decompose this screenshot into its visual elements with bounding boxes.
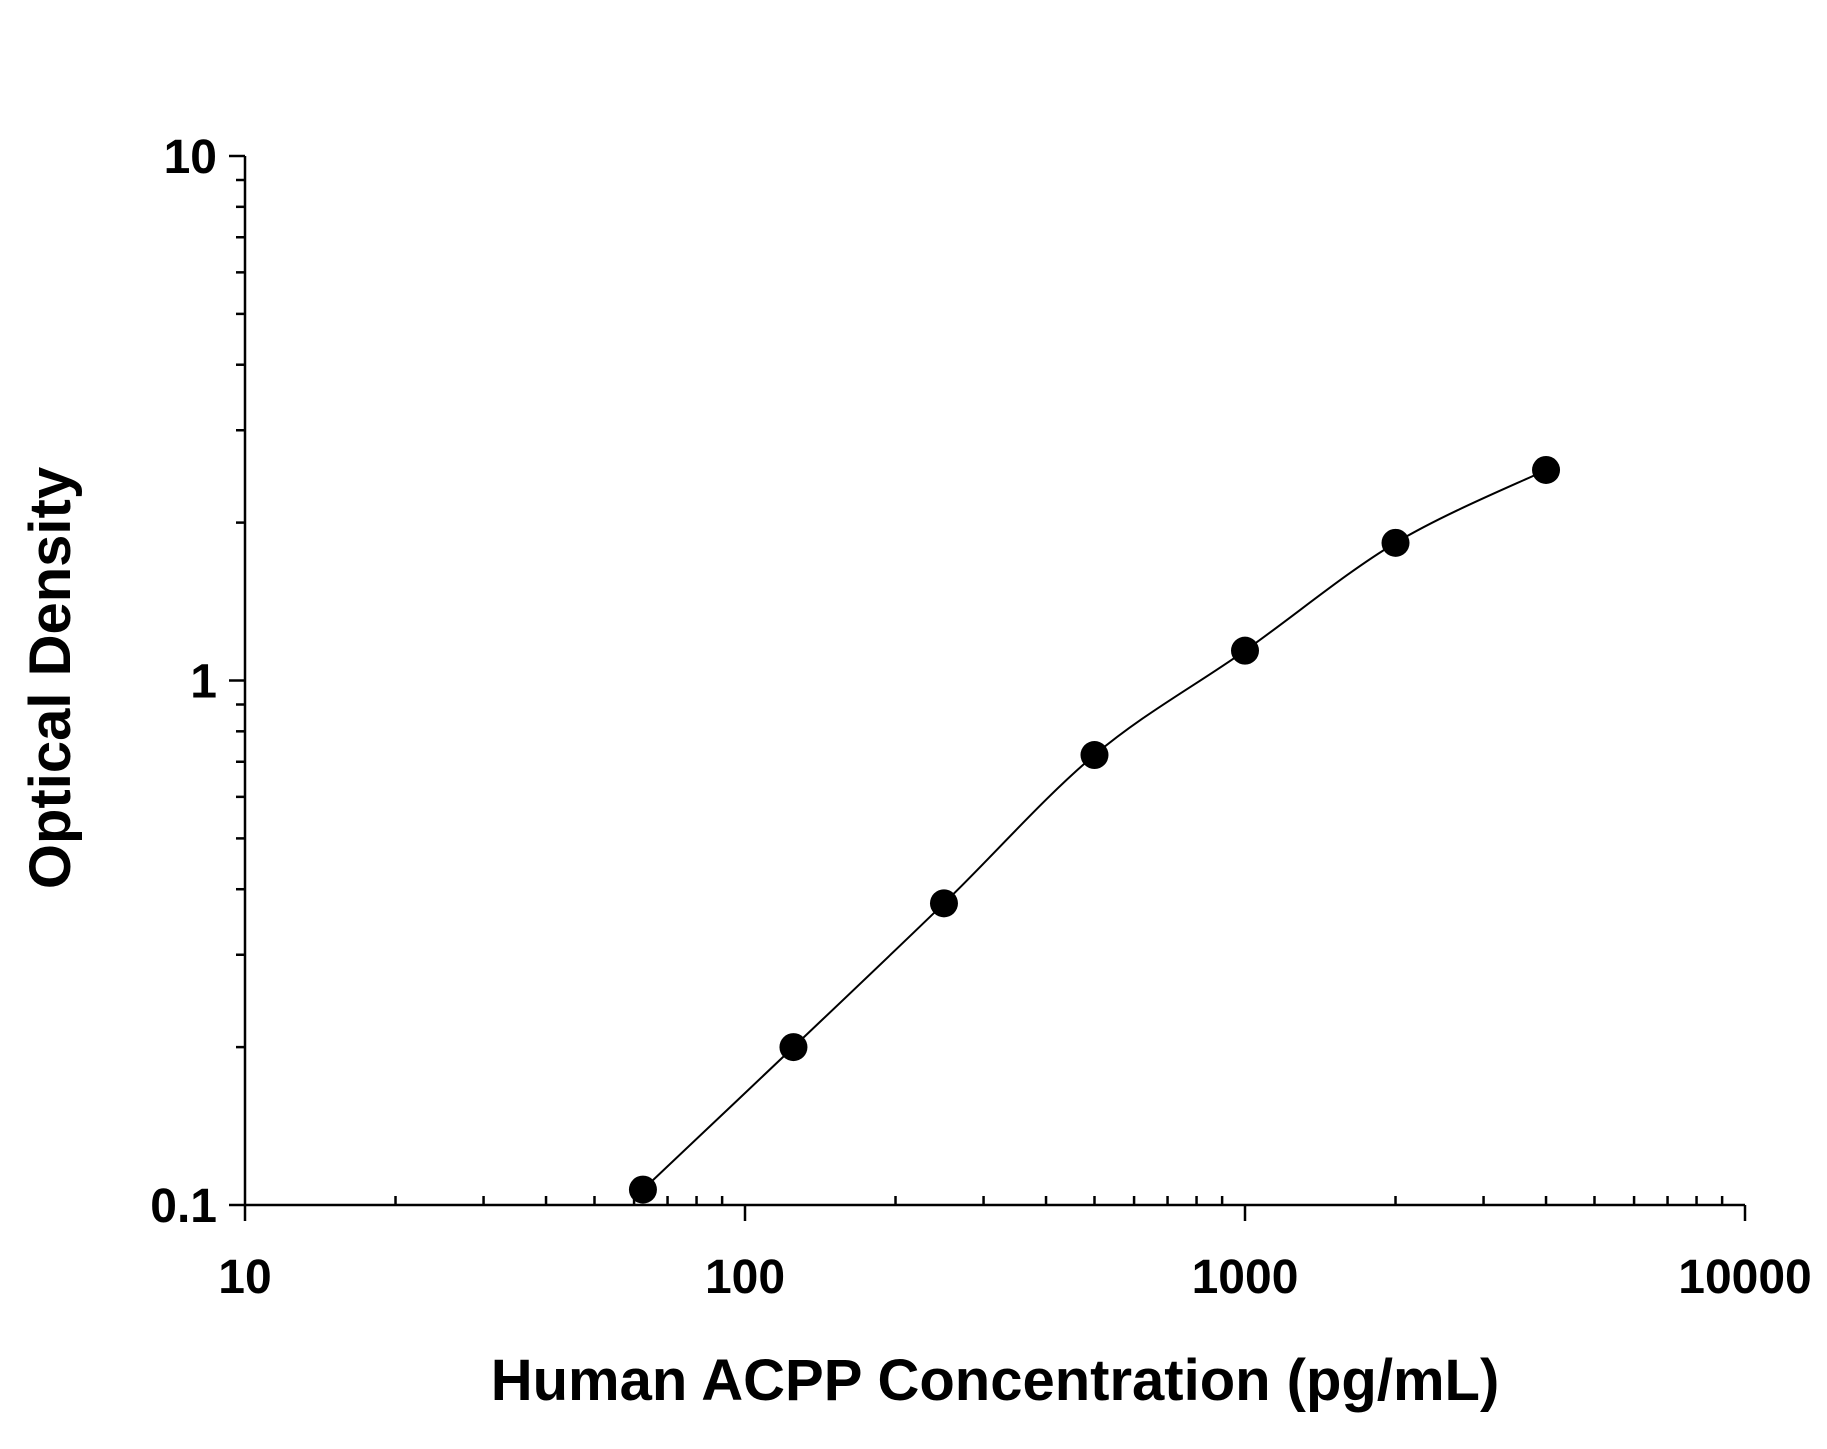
x-tick-label: 100 xyxy=(705,1251,785,1304)
data-point xyxy=(1080,741,1109,770)
fit-curve xyxy=(642,469,1547,1191)
data-point xyxy=(1381,528,1410,557)
y-tick-label: 1 xyxy=(190,656,217,709)
x-axis-label: Human ACPP Concentration (pg/mL) xyxy=(491,1348,1500,1413)
x-tick-label: 1000 xyxy=(1192,1251,1299,1304)
x-tick-label: 10000 xyxy=(1678,1251,1811,1304)
y-tick-label: 10 xyxy=(164,131,217,184)
data-point xyxy=(1532,455,1561,484)
data-point xyxy=(779,1033,808,1062)
data-point xyxy=(628,1175,657,1204)
data-point xyxy=(929,889,958,918)
x-tick-label: 10 xyxy=(218,1251,271,1304)
y-axis-label: Optical Density xyxy=(18,467,83,889)
y-tick-label: 0.1 xyxy=(150,1180,217,1233)
data-point xyxy=(1231,636,1259,665)
